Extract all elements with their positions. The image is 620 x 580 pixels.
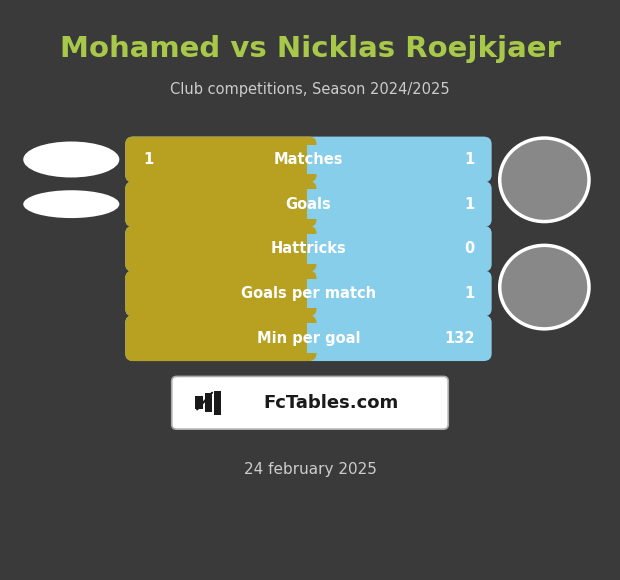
Circle shape <box>500 138 589 222</box>
Text: FcTables.com: FcTables.com <box>264 394 399 412</box>
FancyBboxPatch shape <box>125 316 492 361</box>
Text: Min per goal: Min per goal <box>257 331 360 346</box>
Ellipse shape <box>24 142 120 177</box>
FancyBboxPatch shape <box>172 376 448 429</box>
Text: Goals: Goals <box>286 197 331 212</box>
Text: 24 february 2025: 24 february 2025 <box>244 462 376 477</box>
FancyBboxPatch shape <box>125 270 492 317</box>
Ellipse shape <box>24 190 120 218</box>
Text: 132: 132 <box>445 331 475 346</box>
Text: Goals per match: Goals per match <box>241 286 376 301</box>
Bar <box>205 393 212 412</box>
FancyBboxPatch shape <box>125 137 316 182</box>
FancyBboxPatch shape <box>125 181 316 227</box>
Text: Hattricks: Hattricks <box>270 241 347 256</box>
Bar <box>306 324 484 353</box>
Bar <box>195 396 203 409</box>
Text: 0: 0 <box>464 241 475 256</box>
Text: Matches: Matches <box>273 152 343 167</box>
Bar <box>306 189 484 219</box>
Circle shape <box>500 245 589 329</box>
FancyBboxPatch shape <box>125 226 316 271</box>
Text: 1: 1 <box>464 197 475 212</box>
Text: 1: 1 <box>464 152 475 167</box>
Text: Mohamed vs Nicklas Roejkjaer: Mohamed vs Nicklas Roejkjaer <box>60 35 560 63</box>
FancyBboxPatch shape <box>125 270 316 317</box>
FancyBboxPatch shape <box>125 316 316 361</box>
Text: 1: 1 <box>143 152 154 167</box>
FancyBboxPatch shape <box>125 226 492 271</box>
Text: 1: 1 <box>464 286 475 301</box>
Bar <box>306 144 484 175</box>
Text: Club competitions, Season 2024/2025: Club competitions, Season 2024/2025 <box>170 82 450 97</box>
FancyBboxPatch shape <box>125 181 492 227</box>
Bar <box>306 234 484 263</box>
Bar <box>214 391 221 415</box>
FancyBboxPatch shape <box>125 137 492 182</box>
Bar <box>306 279 484 309</box>
